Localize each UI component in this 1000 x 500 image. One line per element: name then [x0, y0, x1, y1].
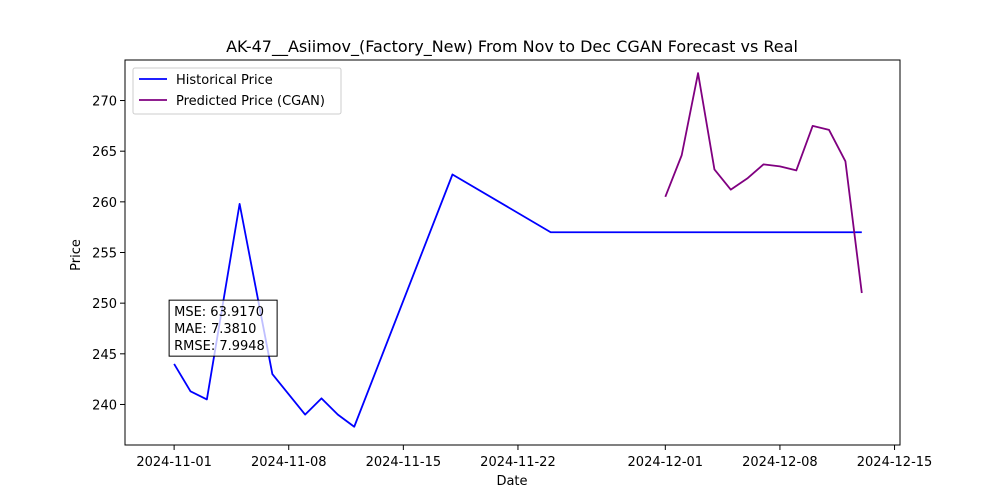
y-tick-label: 260	[92, 196, 117, 211]
predicted-price-line	[664, 72, 863, 294]
legend-label-historical: Historical Price	[176, 73, 273, 88]
series-layer	[173, 72, 863, 428]
metrics-annotation: MSE: 63.9170 MAE: 7.3810 RMSE: 7.9948	[168, 299, 278, 357]
x-tick-label: 2024-11-22	[480, 455, 556, 470]
plot-frame	[124, 59, 901, 446]
y-tick-label: 265	[92, 145, 117, 160]
x-tick-label: 2024-11-01	[136, 455, 212, 470]
y-tick-label: 245	[92, 348, 117, 363]
metrics-box-border	[168, 299, 278, 357]
x-tick-label: 2024-12-01	[628, 455, 704, 470]
y-axis-label: Price	[69, 239, 84, 271]
legend: Historical Price Predicted Price (CGAN)	[132, 67, 342, 115]
x-axis: 2024-11-01 2024-11-08 2024-11-15 2024-11-22…	[136, 445, 932, 470]
x-tick-label: 2024-11-15	[366, 455, 442, 470]
metrics-mae: MAE: 7.3810	[174, 322, 256, 337]
legend-label-predicted: Predicted Price (CGAN)	[176, 94, 325, 109]
x-axis-label: Date	[496, 474, 527, 489]
y-tick-label: 240	[92, 398, 117, 413]
plot-area	[124, 59, 901, 446]
y-tick-label: 255	[92, 247, 117, 262]
y-tick-label: 270	[92, 95, 117, 110]
y-tick-label: 250	[92, 297, 117, 312]
historical-price-line	[173, 173, 862, 428]
x-tick-label: 2024-12-08	[742, 455, 818, 470]
metrics-rmse: RMSE: 7.9948	[174, 339, 265, 354]
x-tick-label: 2024-11-08	[251, 455, 327, 470]
x-tick-label: 2024-12-15	[857, 455, 933, 470]
y-axis: 240 245 250 255 260 265 270	[92, 95, 125, 413]
chart-title: AK-47__Asiimov_(Factory_New) From Nov to…	[226, 37, 798, 57]
legend-box	[132, 67, 342, 115]
metrics-mse: MSE: 63.9170	[174, 305, 264, 320]
